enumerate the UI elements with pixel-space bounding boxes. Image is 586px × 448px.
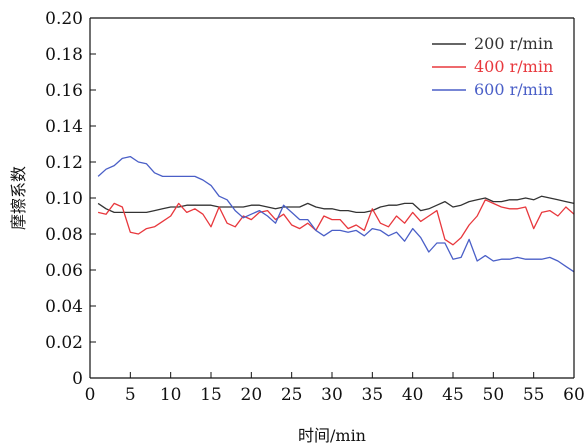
x-tick-label: 20	[241, 385, 263, 405]
x-tick-label: 30	[321, 385, 343, 405]
x-tick-label: 0	[85, 385, 96, 405]
plot-area	[90, 18, 574, 378]
x-tick-label: 15	[200, 385, 222, 405]
x-tick-label: 45	[442, 385, 464, 405]
x-axis-title: 时间/min	[298, 426, 366, 445]
y-tick-label: 0	[72, 369, 83, 389]
y-tick-label: 0.18	[45, 45, 83, 65]
x-tick-label: 60	[563, 385, 585, 405]
series-line-2	[97, 199, 575, 246]
legend-label-3: 600 r/min	[474, 80, 553, 99]
y-axis-title: 摩擦系数	[9, 166, 28, 230]
y-tick-label: 0.12	[45, 153, 83, 173]
legend-label-2: 400 r/min	[474, 57, 553, 76]
x-tick-label: 50	[483, 385, 505, 405]
x-tick-label: 5	[125, 385, 136, 405]
x-tick-label: 10	[160, 385, 182, 405]
y-tick-label: 0.08	[45, 225, 83, 245]
y-tick-label: 0.06	[45, 261, 83, 281]
series-layer	[97, 155, 575, 273]
series-line-3	[97, 155, 575, 273]
y-tick-label: 0.04	[45, 297, 83, 317]
ticks-layer: 0 5 10 15 20 25 30 35 40 45 50 55 60 0 0.02 0.04 0.06 0.0…	[45, 9, 585, 405]
y-tick-label: 0.16	[45, 81, 83, 101]
x-tick-label: 25	[281, 385, 303, 405]
x-tick-label: 55	[523, 385, 545, 405]
legend-label-1: 200 r/min	[474, 34, 553, 53]
x-tick-label: 40	[402, 385, 424, 405]
series-line-1	[97, 195, 575, 214]
x-tick-label: 35	[362, 385, 384, 405]
y-tick-label: 0.14	[45, 117, 83, 137]
y-tick-label: 0.20	[45, 9, 83, 29]
legend: 200 r/min 400 r/min 600 r/min	[432, 34, 553, 99]
y-tick-label: 0.10	[45, 189, 83, 209]
y-tick-label: 0.02	[45, 333, 83, 353]
